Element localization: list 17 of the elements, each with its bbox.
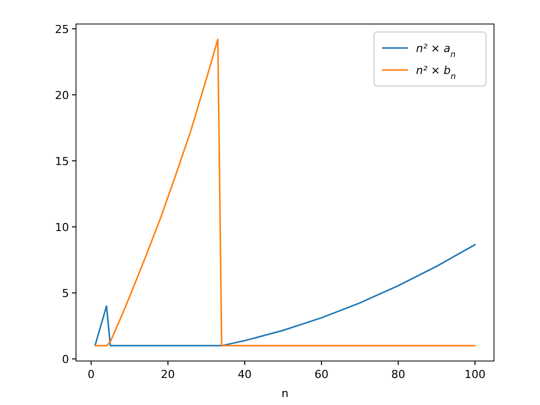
- x-tick-label: 0: [88, 368, 95, 381]
- x-tick-label: 100: [464, 368, 486, 381]
- x-tick-label: 80: [391, 368, 406, 381]
- legend-label: n² × a$_{n}$: [416, 42, 456, 59]
- x-axis-title: n: [282, 387, 289, 400]
- y-tick-label: 15: [55, 154, 69, 168]
- x-tick-label: 20: [160, 368, 175, 381]
- x-tick-label: 60: [314, 368, 328, 381]
- y-tick-label: 10: [55, 220, 69, 234]
- y-tick-label: 25: [55, 22, 69, 36]
- line-series: [94, 38, 476, 346]
- y-tick-label: 20: [55, 88, 69, 102]
- line-series: [94, 244, 476, 346]
- x-tick-label: 40: [238, 368, 252, 381]
- legend-label: n² × b$_{n}$: [416, 64, 456, 81]
- y-tick-label: 5: [62, 286, 69, 300]
- y-tick-label: 0: [62, 352, 69, 366]
